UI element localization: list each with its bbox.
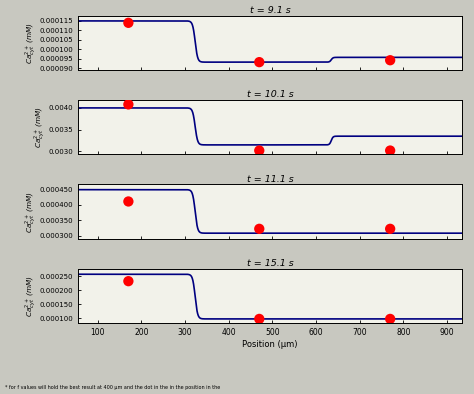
Title: t = 11.1 s: t = 11.1 s: [247, 175, 293, 184]
X-axis label: Position (μm): Position (μm): [242, 340, 298, 349]
Point: [386, 57, 394, 63]
Y-axis label: $Ca_{cyt}^{2+}$ (mM): $Ca_{cyt}^{2+}$ (mM): [23, 191, 38, 232]
Y-axis label: $Ca_{cyt}^{2+}$ (mM): $Ca_{cyt}^{2+}$ (mM): [23, 275, 38, 317]
Point: [125, 278, 132, 284]
Title: t = 9.1 s: t = 9.1 s: [250, 6, 291, 15]
Point: [125, 101, 132, 108]
Point: [255, 316, 263, 322]
Point: [255, 226, 263, 232]
Point: [255, 147, 263, 154]
Text: * for f values will hold the best result at 400 μm and the dot in the in the pos: * for f values will hold the best result…: [5, 385, 220, 390]
Point: [125, 20, 132, 26]
Point: [255, 59, 263, 65]
Y-axis label: $Ca_{cyt}^{2+}$ (mM): $Ca_{cyt}^{2+}$ (mM): [32, 106, 47, 148]
Point: [386, 147, 394, 154]
Title: t = 15.1 s: t = 15.1 s: [247, 259, 293, 268]
Point: [386, 226, 394, 232]
Title: t = 10.1 s: t = 10.1 s: [247, 90, 293, 99]
Point: [125, 198, 132, 204]
Y-axis label: $Ca_{cyt}^{2+}$ (mM): $Ca_{cyt}^{2+}$ (mM): [23, 22, 38, 64]
Point: [386, 316, 394, 322]
